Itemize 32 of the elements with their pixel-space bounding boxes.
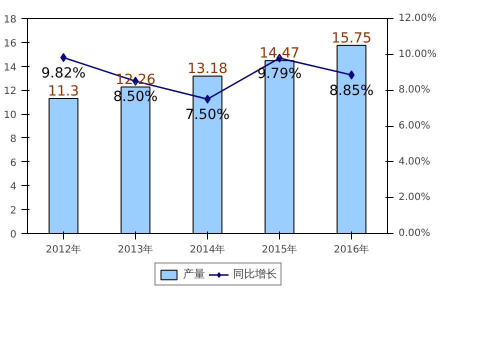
y2-tick-label: 0.00% — [398, 228, 430, 239]
point — [348, 70, 355, 80]
y-tick-label: 8 — [10, 134, 17, 145]
x-tick-label: 2012年 — [46, 244, 82, 256]
y-tick-label: 12 — [4, 86, 17, 98]
y-tick-label: 0 — [10, 230, 17, 240]
y-tick-label: 14 — [4, 62, 17, 74]
data-label: 15.75 — [331, 30, 372, 46]
x-tick-label: 2016年 — [334, 244, 370, 256]
y2-tick-label: 10.00% — [398, 48, 437, 60]
y-tick-label: 2 — [10, 206, 17, 217]
legend-label: 产量 — [183, 267, 205, 282]
y2-tick-label: 4.00% — [398, 156, 430, 168]
data-label: 13.18 — [187, 61, 228, 78]
x-tick-label: 2013年 — [118, 244, 154, 256]
y2-tick-label: 8.00% — [398, 84, 430, 96]
y2-tick-label: 2.00% — [398, 192, 430, 204]
y-tick-label: 10 — [4, 110, 17, 122]
x-tick-label: 2014年 — [190, 244, 226, 256]
point — [204, 94, 211, 104]
x-tick-label: 2015年 — [262, 244, 298, 256]
y2-tick-label: 12.00% — [398, 13, 437, 24]
y-tick-label: 4 — [10, 182, 17, 193]
y-tick-label: 6 — [10, 158, 17, 169]
data-label: 9.82% — [41, 66, 86, 82]
y-tick-label: 16 — [4, 38, 17, 50]
point — [60, 53, 67, 62]
data-label: 11.3 — [48, 84, 80, 100]
y2-tick-label: 6.00% — [398, 120, 430, 132]
legend-label: 同比增长 — [233, 268, 277, 282]
data-label: 14.47 — [259, 46, 300, 62]
y-tick-label: 18 — [4, 14, 17, 26]
